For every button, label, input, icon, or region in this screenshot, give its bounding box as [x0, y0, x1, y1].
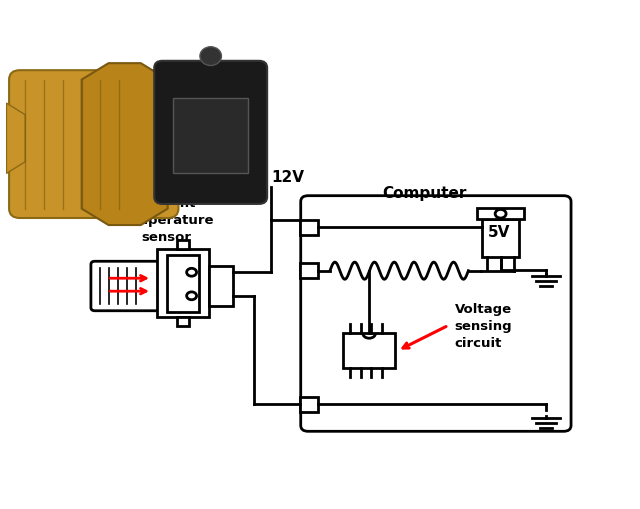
Bar: [300, 220, 317, 236]
Bar: [177, 318, 189, 326]
Circle shape: [187, 292, 196, 300]
Bar: [482, 220, 519, 257]
Text: 12V: 12V: [271, 169, 304, 185]
Bar: [173, 99, 248, 174]
Bar: [167, 255, 199, 312]
Polygon shape: [6, 104, 25, 174]
Bar: [177, 241, 189, 249]
FancyBboxPatch shape: [154, 62, 267, 205]
Circle shape: [187, 269, 196, 276]
Bar: [343, 333, 395, 369]
Text: Coolant
temperature
sensor: Coolant temperature sensor: [120, 196, 214, 243]
FancyBboxPatch shape: [9, 71, 179, 218]
Circle shape: [200, 48, 221, 66]
Text: Computer: Computer: [383, 185, 467, 200]
Bar: [300, 264, 317, 278]
Polygon shape: [82, 64, 168, 225]
Bar: [477, 209, 524, 220]
Text: Voltage
sensing
circuit: Voltage sensing circuit: [454, 302, 512, 349]
Bar: [300, 397, 317, 412]
FancyBboxPatch shape: [91, 262, 163, 311]
Text: 5V: 5V: [488, 224, 510, 239]
Bar: [157, 249, 209, 318]
FancyBboxPatch shape: [301, 196, 571, 432]
Bar: [209, 267, 233, 306]
Circle shape: [495, 210, 506, 219]
